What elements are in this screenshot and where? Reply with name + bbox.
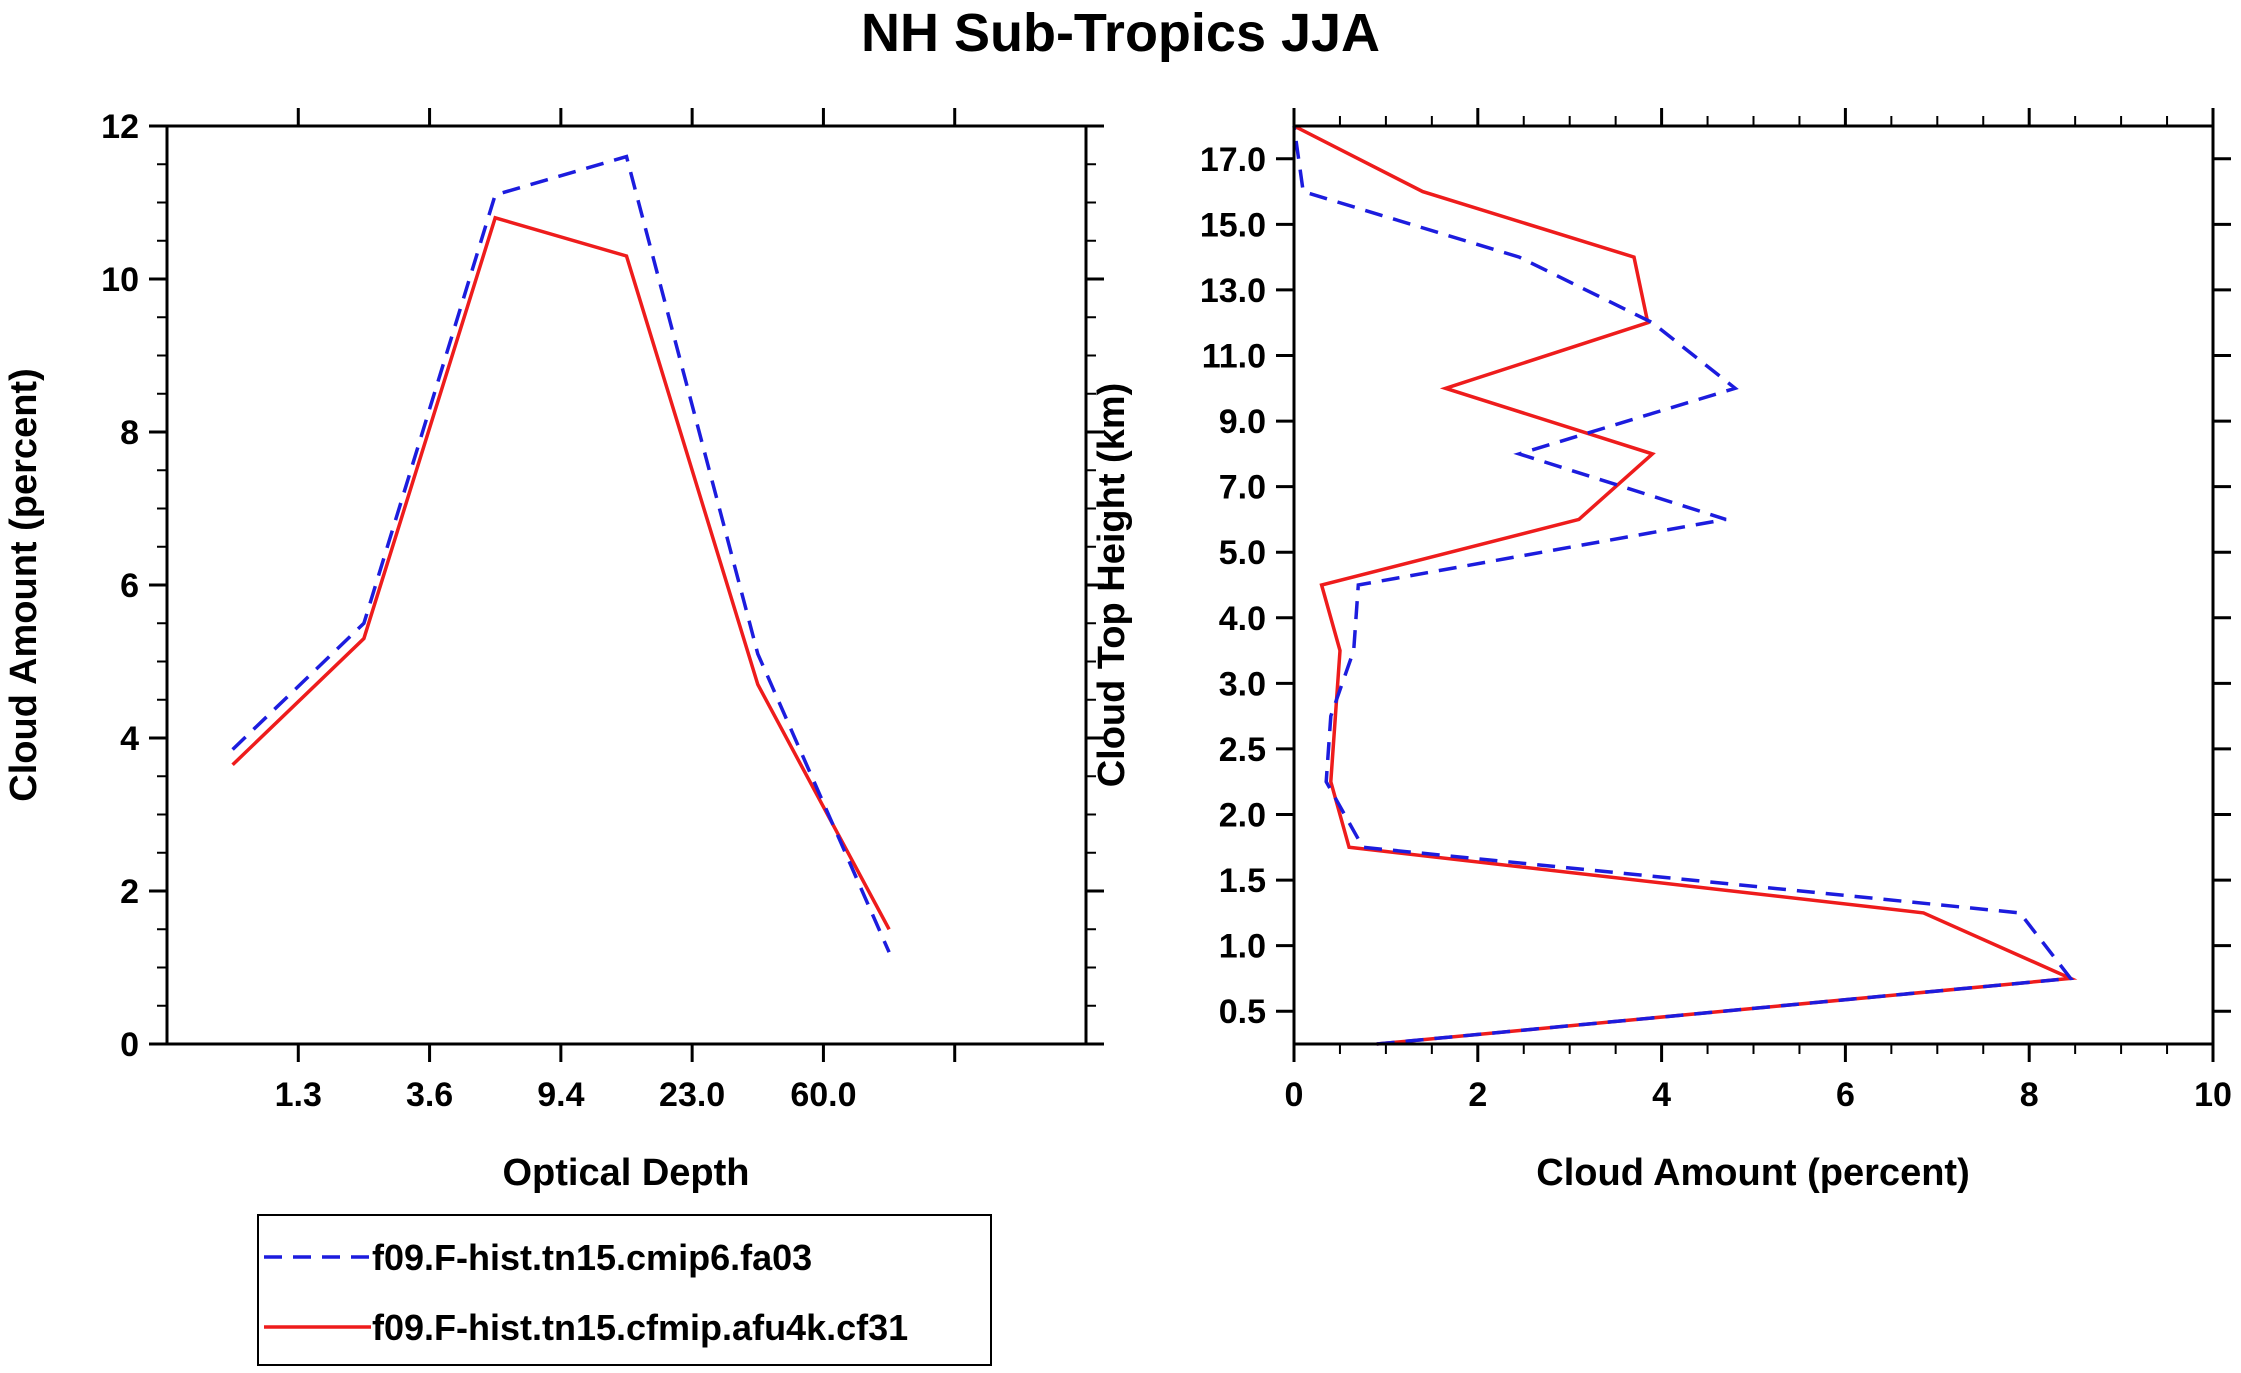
right-series-afu4k-line xyxy=(1293,124,2078,1046)
left-x-tick-label: 23.0 xyxy=(659,1076,725,1114)
right-series-cmip6-line xyxy=(1292,125,2074,1046)
optical-depth-plot-frame xyxy=(165,124,1088,1046)
right-y-tick-label: 0.5 xyxy=(1219,993,1266,1031)
right-x-tick-label: 0 xyxy=(1285,1076,1304,1114)
right-y-tick-label: 3.0 xyxy=(1219,665,1266,703)
right-y-tick-label: 9.0 xyxy=(1219,403,1266,441)
left-y-tick-label: 6 xyxy=(120,567,139,605)
left-x-tick-label: 1.3 xyxy=(275,1076,322,1114)
right-x-tick-label: 2 xyxy=(1468,1076,1487,1114)
left-y-tick-label: 8 xyxy=(120,414,139,452)
left-series-cmip6-line xyxy=(231,154,891,953)
right-y-tick-label: 1.5 xyxy=(1219,862,1266,900)
right-y-tick-label: 4.0 xyxy=(1219,600,1266,638)
left-x-tick-label: 3.6 xyxy=(406,1076,453,1114)
optical-depth-y-axis-title: Cloud Amount (percent) xyxy=(3,368,45,801)
optical-depth-series xyxy=(231,154,891,953)
left-x-tick-label: 9.4 xyxy=(537,1076,584,1114)
legend-box xyxy=(257,1214,992,1366)
right-y-tick-label: 5.0 xyxy=(1219,534,1266,572)
optical-depth-chart: 0 2 4 6 8 10 12 1.3 3.6 9.4 23.0 60.0 Optical Depth… xyxy=(3,108,1104,1194)
right-y-tick-label: 2.0 xyxy=(1219,797,1266,835)
optical-depth-ticks xyxy=(149,108,1104,1062)
right-y-tick-label: 15.0 xyxy=(1200,206,1266,244)
cloud-top-height-y-axis-title: Cloud Top Height (km) xyxy=(1091,383,1133,788)
cloud-top-height-x-axis-title: Cloud Amount (percent) xyxy=(1536,1152,1969,1194)
right-x-tick-label: 6 xyxy=(1836,1076,1855,1114)
left-series-afu4k-line xyxy=(231,215,891,931)
right-x-tick-label: 4 xyxy=(1652,1076,1671,1114)
figure-title: NH Sub-Tropics JJA xyxy=(860,3,1381,63)
right-y-tick-label: 7.0 xyxy=(1219,469,1266,507)
right-x-tick-label: 8 xyxy=(2020,1076,2039,1114)
cloud-top-height-ticks xyxy=(1276,108,2231,1062)
optical-depth-tick-labels: 0 2 4 6 8 10 12 1.3 3.6 9.4 23.0 60.0 xyxy=(101,108,856,1114)
left-y-tick-label: 2 xyxy=(120,873,139,911)
optical-depth-x-axis-title: Optical Depth xyxy=(502,1152,749,1194)
legend: f09.F-hist.tn15.cmip6.fa03 f09.F-hist.tn… xyxy=(257,1214,992,1366)
left-y-tick-label: 0 xyxy=(120,1026,139,1064)
right-x-tick-label: 10 xyxy=(2194,1076,2232,1114)
legend-label-cmip6: f09.F-hist.tn15.cmip6.fa03 xyxy=(372,1237,812,1278)
left-y-tick-label: 10 xyxy=(101,261,139,299)
right-y-tick-label: 13.0 xyxy=(1200,272,1266,310)
cloud-top-height-tick-labels: 0 2 4 6 8 10 0.5 1.0 1.5 2.0 2.5 3.0 4.0 5.0 7.0 9.0 11.… xyxy=(1200,141,2232,1114)
legend-label-afu4k: f09.F-hist.tn15.cfmip.afu4k.cf31 xyxy=(372,1307,908,1348)
cloud-top-height-plot-frame xyxy=(1292,124,2215,1046)
cloud-top-height-chart: 0 2 4 6 8 10 0.5 1.0 1.5 2.0 2.5 3.0 4.0 5.0 7.0 9.0 11.… xyxy=(1091,108,2232,1194)
right-y-tick-label: 2.5 xyxy=(1219,731,1266,769)
left-x-tick-label: 60.0 xyxy=(790,1076,856,1114)
right-y-tick-label: 17.0 xyxy=(1200,141,1266,179)
right-y-tick-label: 11.0 xyxy=(1202,338,1266,376)
cloud-top-height-series xyxy=(1292,124,2078,1046)
right-y-tick-label: 1.0 xyxy=(1219,928,1266,966)
left-y-tick-label: 4 xyxy=(120,720,139,758)
left-y-tick-label: 12 xyxy=(101,108,139,146)
